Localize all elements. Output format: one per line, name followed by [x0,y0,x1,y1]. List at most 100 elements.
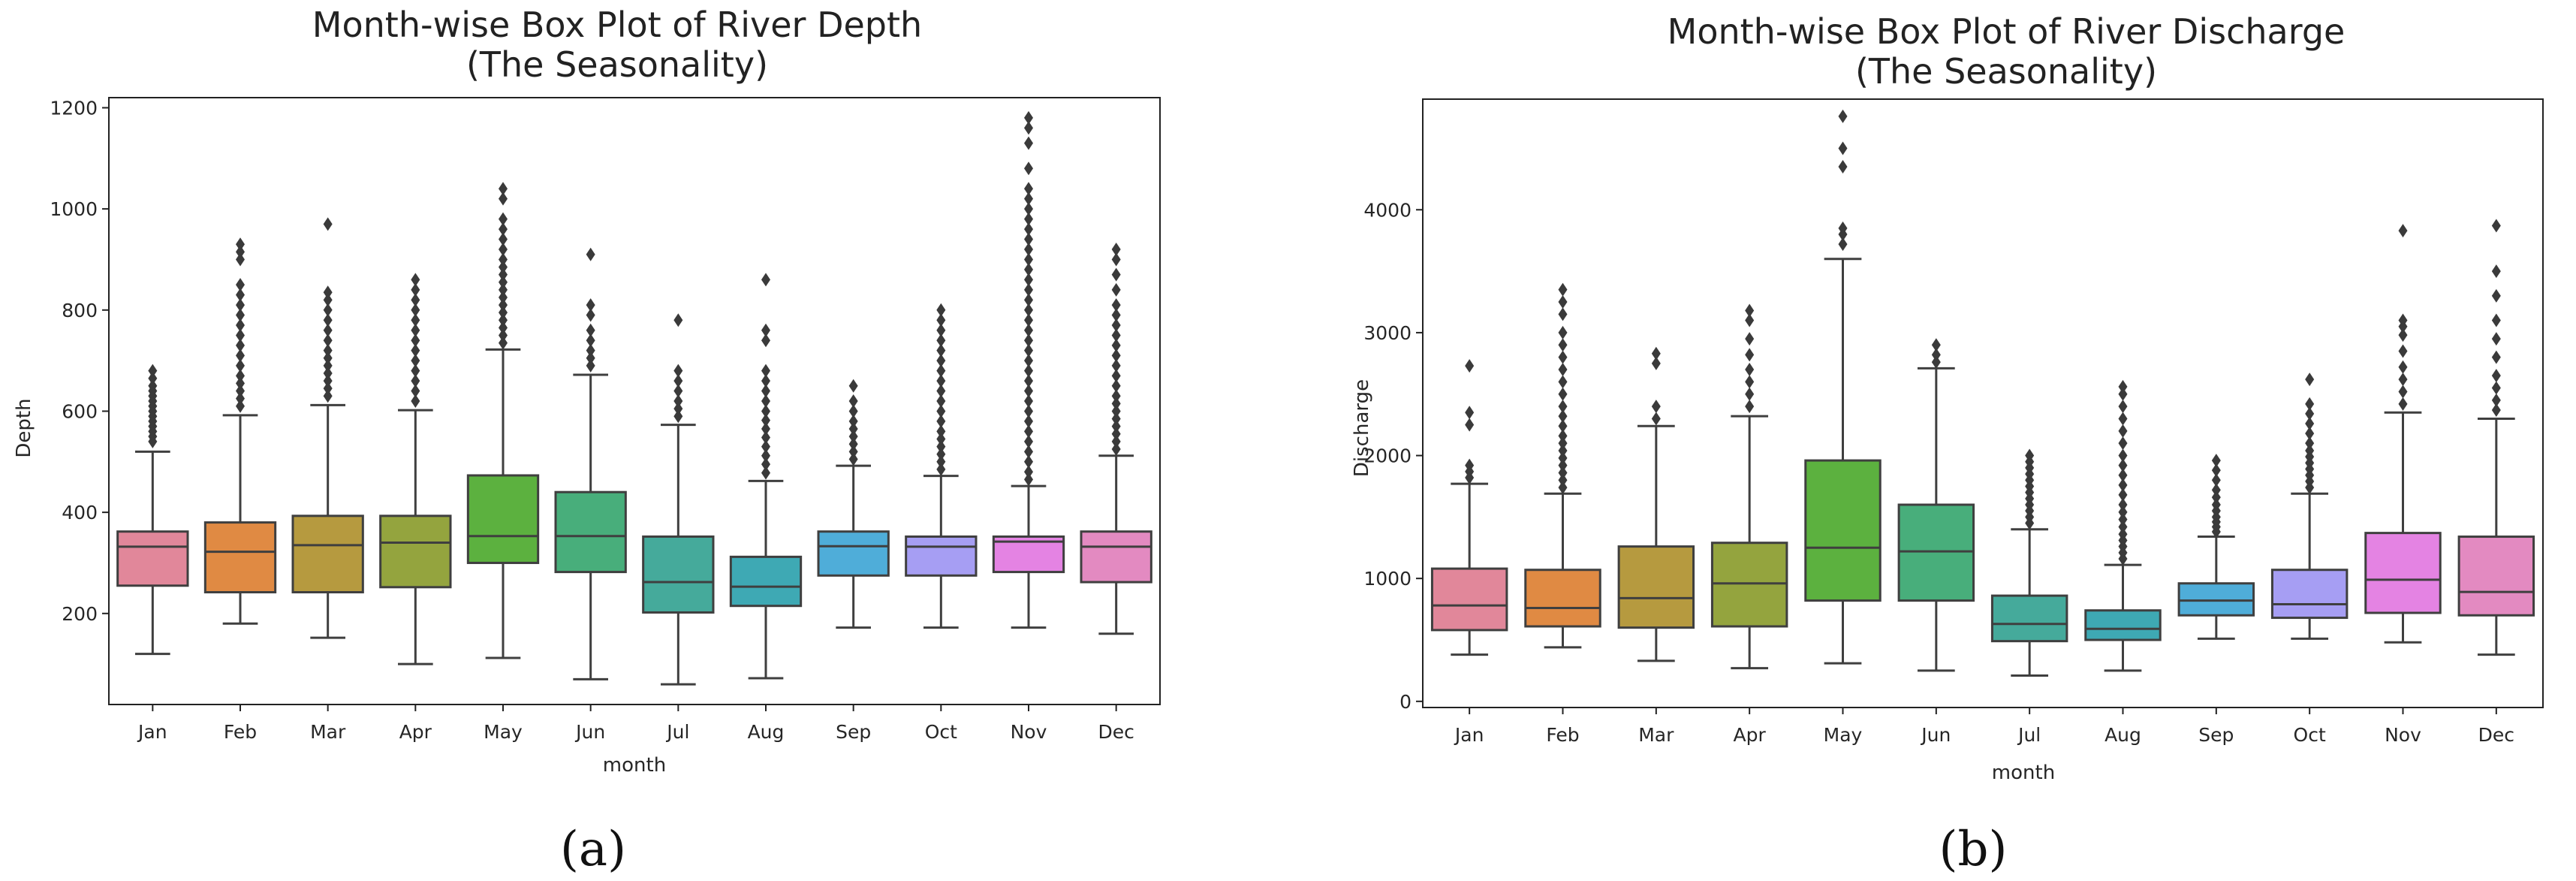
outlier-point [1931,355,1941,370]
outlier-point [2118,498,2128,511]
outlier-point [761,273,770,287]
outlier-point [236,288,245,302]
y-tick-label: 800 [62,300,98,321]
outlier-point [1111,252,1121,267]
outlier-point [236,348,245,363]
outlier-point [1024,364,1033,378]
outlier-point [2118,379,2128,394]
outlier-point [1838,109,1848,123]
outlier-point [1111,389,1121,403]
outlier-point [499,328,508,342]
outlier-point [1111,328,1121,342]
outlier-point [411,333,420,348]
depth-boxplot-panel: Month-wise Box Plot of River Depth (The … [13,5,1161,877]
outlier-point [586,323,595,337]
outlier-point [761,384,770,398]
outlier-point [1111,298,1121,312]
chart-title-line2: (The Seasonality) [1855,51,2157,92]
box-feb [203,521,277,594]
outlier-point [1558,473,1568,487]
outlier-point [236,376,245,391]
outlier-point [2398,397,2408,411]
outlier-point [2398,328,2408,342]
outlier-point [323,313,333,327]
outlier-point [673,409,683,424]
outlier-point [848,445,858,459]
outlier-point [673,394,683,408]
chart-title-line1: Month-wise Box Plot of River Discharge [1668,11,2346,52]
discharge-boxplot-panel: Month-wise Box Plot of River Discharge (… [1351,11,2544,877]
outlier-point [2211,463,2221,478]
outlier-point [1931,338,1941,352]
outlier-point [936,424,946,439]
outlier-point [1024,212,1033,226]
outlier-point [1558,282,1568,297]
outlier-point [1111,369,1121,383]
outlier-point [2491,219,2501,233]
outlier-point [1024,282,1033,297]
x-tick-label: Nov [2385,724,2421,746]
outlier-point [2398,360,2408,374]
x-axis-label: month [1992,762,2055,784]
outlier-point [586,298,595,312]
outlier-point [761,394,770,408]
outlier-point [411,374,420,388]
outlier-point [1024,303,1033,317]
outlier-point [1024,472,1033,487]
outlier-point [323,323,333,337]
outlier-point [2118,505,2128,519]
x-tick-label: Jun [574,721,605,743]
y-tick-label: 1200 [50,97,98,119]
box-feb [1524,569,1601,628]
outlier-point [1024,182,1033,196]
y-tick-label: 200 [62,603,98,625]
outlier-point [761,404,770,418]
outlier-point [936,454,946,469]
outlier-point [2491,288,2501,303]
outlier-point [1024,465,1033,479]
outlier-point [2305,427,2315,441]
chart-title-line1: Month-wise Box Plot of River Depth [312,5,922,45]
outlier-point [1558,363,1568,376]
outlier-point [1558,350,1568,364]
outlier-point [1745,387,1755,401]
outlier-point [586,247,595,261]
outlier-point [2118,468,2128,482]
outlier-point [499,182,508,196]
outlier-point [936,303,946,317]
outlier-point [1838,237,1848,252]
outlier-point [936,414,946,428]
y-tick-label: 1000 [50,198,98,220]
outlier-point [411,293,420,307]
outlier-point [761,413,770,427]
box-sep [817,530,890,577]
outlier-point [323,358,333,373]
outlier-point [936,333,946,348]
outlier-point [848,452,858,466]
box-may [466,474,540,564]
outlier-point [323,382,333,396]
outlier-point [2118,436,2128,451]
outlier-point [2305,406,2315,421]
outlier-point [1558,436,1568,451]
outlier-point [1024,110,1033,125]
outlier-point [2491,264,2501,279]
outlier-point [936,364,946,378]
x-tick-label: Jan [137,721,167,743]
outlier-point [761,364,770,378]
y-axis-label: Depth [13,398,35,457]
outlier-point [499,290,508,304]
outlier-point [1558,375,1568,389]
outlier-point [761,333,770,348]
box-dec [2457,536,2535,617]
outlier-point [936,323,946,337]
outlier-point [1024,293,1033,307]
x-tick-label: Dec [2478,724,2514,746]
outlier-point [1558,481,1568,495]
outlier-point [236,245,245,259]
plot-area: 200 400 600 800 1000 1200 Jan Feb Mar Apr May Jun Ju… [50,97,1152,743]
outlier-point [1558,419,1568,433]
outlier-point [499,252,508,267]
outlier-point [936,404,946,418]
outlier-point [1745,313,1755,327]
